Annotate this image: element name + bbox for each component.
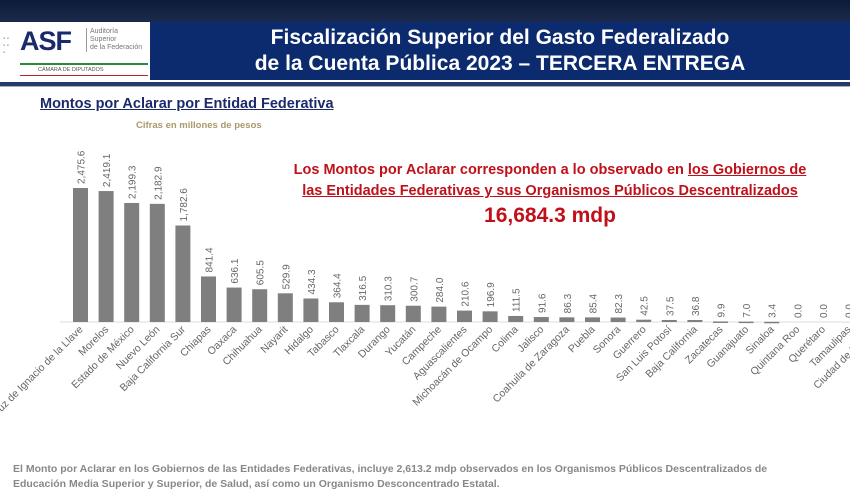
value-label: 37.5	[665, 296, 676, 316]
bar	[457, 310, 472, 322]
value-label: 42.5	[640, 296, 651, 316]
footnote: El Monto por Aclarar en los Gobiernos de…	[13, 463, 768, 490]
value-label: 529.9	[281, 264, 292, 289]
bar	[636, 319, 652, 322]
bar	[738, 321, 754, 324]
logo-text: Auditoría Superior de la Federación	[86, 28, 142, 52]
category-label: Colima	[489, 324, 521, 356]
value-label: 2,199.3	[128, 165, 139, 199]
value-label: 36.8	[691, 296, 702, 316]
summary-total: 16,684.3 mdp	[484, 204, 616, 227]
logo-dots: ▪ ▪ ▪ ▪ ▪	[3, 36, 9, 56]
value-label: 300.7	[409, 276, 420, 301]
bar	[124, 202, 140, 322]
value-label: 0.0	[845, 304, 850, 318]
bar	[329, 302, 344, 322]
logo-subtitle: CÁMARA DE DIPUTADOS	[38, 67, 104, 73]
bar	[508, 315, 524, 322]
bar	[73, 188, 88, 322]
bar	[277, 293, 293, 322]
value-label: 85.4	[589, 293, 600, 313]
divider	[0, 82, 850, 87]
bar	[175, 225, 191, 322]
value-label: 310.3	[384, 276, 395, 301]
bar	[661, 319, 677, 322]
top-band	[0, 0, 850, 22]
chart-title: Montos por Aclarar por Entidad Federativ…	[40, 96, 334, 112]
bar	[764, 321, 780, 324]
bar	[713, 321, 728, 323]
bar	[482, 311, 498, 322]
value-label: 9.9	[717, 303, 728, 317]
value-label: 434.3	[307, 269, 318, 294]
bar	[354, 304, 370, 322]
value-label: 364.4	[333, 273, 344, 298]
bar	[559, 317, 575, 322]
bar	[431, 306, 447, 322]
value-label: 2,419.1	[102, 153, 113, 187]
bar	[405, 305, 421, 322]
value-label: 2,475.6	[77, 150, 88, 184]
page-title: Fiscalización Superior del Gasto Federal…	[150, 22, 850, 80]
value-label: 316.5	[358, 275, 369, 300]
bar	[98, 191, 114, 322]
value-label: 91.6	[537, 293, 548, 313]
value-label: 1,782.6	[179, 188, 190, 222]
bar	[149, 203, 165, 322]
value-label: 636.1	[230, 258, 241, 283]
bar	[610, 317, 626, 322]
value-label: 0.0	[793, 304, 804, 318]
value-label: 210.6	[461, 281, 472, 306]
bar	[201, 276, 216, 322]
bar	[252, 289, 268, 322]
value-label: 111.5	[512, 288, 523, 312]
bar	[585, 317, 600, 322]
summary-note: Los Montos por Aclarar corresponden a lo…	[293, 162, 807, 199]
value-label: 605.5	[256, 260, 267, 285]
bar	[687, 320, 703, 322]
value-label: 3.4	[768, 303, 779, 317]
value-label: 841.4	[205, 247, 216, 272]
value-label: 7.0	[742, 303, 753, 317]
chart-subtitle: Cifras en millones de pesos	[136, 120, 262, 131]
value-label: 2,182.9	[153, 166, 164, 200]
bar	[380, 305, 396, 322]
bar	[226, 287, 242, 322]
value-label: 0.0	[819, 304, 830, 318]
value-label: 86.3	[563, 293, 574, 313]
value-label: 284.0	[435, 277, 446, 302]
logo-mark: ASF	[20, 26, 72, 56]
value-label: 196.9	[486, 282, 497, 307]
bar	[533, 317, 549, 322]
bar	[303, 298, 319, 322]
asf-logo: ▪ ▪ ▪ ▪ ▪ ASF Auditoría Superior de la Feder…	[0, 22, 150, 80]
value-label: 82.3	[614, 294, 625, 314]
